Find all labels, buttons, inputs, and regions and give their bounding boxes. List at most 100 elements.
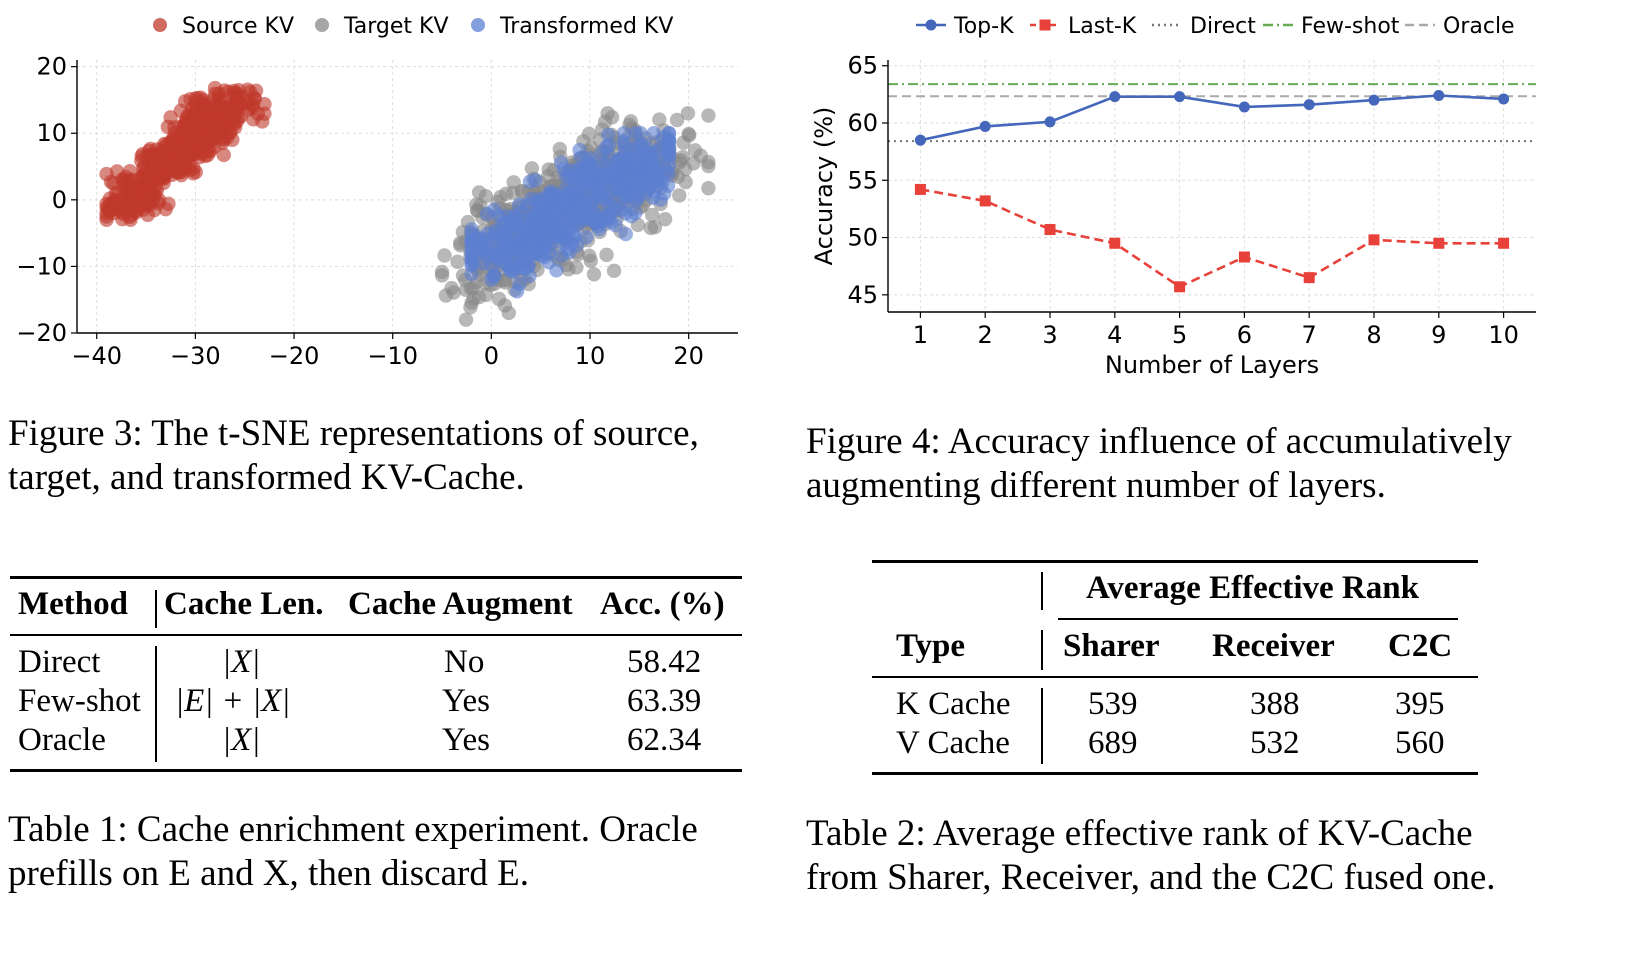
target-kv-point	[497, 298, 513, 313]
x-tick-label: 3	[1042, 321, 1057, 349]
target-kv-point	[586, 267, 602, 282]
table1-header-method: Method	[18, 586, 128, 622]
transformed-kv-point	[661, 133, 677, 149]
figure3-caption: Figure 3: The t-SNE representations of s…	[8, 412, 788, 500]
target-kv-point	[458, 312, 474, 327]
transformed-kv-point	[464, 244, 479, 260]
target-kv-point	[552, 141, 567, 157]
y-tick-label: 60	[847, 109, 878, 137]
table2-row2-sharer: 689	[1088, 725, 1138, 761]
legend-label: Few-shot	[1301, 14, 1400, 39]
x-tick-label: 6	[1237, 321, 1252, 349]
legend-label: Oracle	[1443, 14, 1515, 39]
table2-caption-line2: from Sharer, Receiver, and the C2C fused…	[806, 857, 1496, 898]
table1-row2-acc: 63.39	[627, 683, 702, 719]
target-kv-point	[657, 211, 673, 227]
tsne-scatter-chart: −40 −30 −20 −10 0 10 20 20 10 0 −10 −20 Source KV Tar…	[16, 14, 738, 370]
transformed-kv-point	[594, 157, 609, 173]
last-k-point	[979, 195, 991, 207]
table2-header-receiver: Receiver	[1212, 628, 1335, 664]
transformed-kv-point	[513, 234, 528, 249]
table1-row3-augment: Yes	[442, 722, 491, 758]
top-k-point	[1498, 93, 1510, 105]
figure4-caption-line1: Figure 4: Accuracy influence of accumula…	[806, 421, 1512, 462]
target-kv-point	[652, 112, 667, 127]
table1-row3-method: Oracle	[18, 722, 106, 758]
source-kv-point	[145, 186, 161, 202]
target-kv-point	[687, 143, 703, 158]
transformed-kv-point	[526, 227, 541, 242]
last-k-point	[1498, 237, 1510, 249]
table1-mid-rule	[10, 634, 742, 636]
table2-mid-rule	[872, 676, 1478, 678]
source-kv-point	[140, 164, 156, 179]
table2-bottom-rule	[872, 772, 1478, 775]
source-kv-point	[99, 212, 114, 228]
x-tick-label: −30	[170, 342, 221, 370]
target-kv-point	[471, 185, 487, 200]
target-kv-point	[434, 268, 450, 283]
legend-marker	[471, 18, 485, 32]
y-axis-label: Accuracy (%)	[810, 107, 838, 266]
y-tick-label: 10	[36, 119, 67, 147]
x-tick-label: 20	[673, 342, 704, 370]
source-kv-point	[110, 185, 126, 200]
table1-caption-line2: prefills on E and X, then discard E.	[8, 853, 529, 894]
source-kv-point	[186, 107, 202, 122]
transformed-kv-point	[555, 224, 570, 239]
target-kv-point	[669, 112, 685, 128]
x-tick-label: 4	[1107, 321, 1122, 349]
source-kv-point	[118, 169, 134, 185]
legend-label: Top-K	[953, 14, 1014, 39]
top-k-point	[914, 134, 926, 146]
legend-label: Target KV	[343, 14, 449, 39]
x-tick-label: 10	[575, 342, 606, 370]
transformed-kv-point	[566, 210, 581, 226]
y-tick-label: 45	[847, 281, 878, 309]
table1-header-acc: Acc. (%)	[600, 586, 725, 622]
source-kv-point	[125, 193, 140, 209]
table1-row2-augment: Yes	[442, 683, 491, 719]
transformed-kv-point	[579, 230, 594, 245]
table1-row1-method: Direct	[18, 644, 101, 680]
transformed-kv-point	[634, 137, 649, 153]
source-kv-point	[99, 166, 114, 182]
x-tick-label: −10	[367, 342, 418, 370]
transformed-kv-point	[594, 172, 610, 188]
legend-label: Direct	[1190, 14, 1256, 39]
transformed-kv-point	[601, 127, 616, 142]
source-kv-point	[188, 164, 203, 180]
source-kv-point	[250, 106, 265, 121]
last-k-point	[1368, 234, 1380, 246]
table2-row2-c2c: 560	[1395, 725, 1445, 761]
transformed-kv-point	[512, 276, 527, 292]
y-tick-label: −20	[16, 319, 67, 347]
transformed-kv-point	[479, 206, 495, 222]
target-kv-point	[701, 108, 716, 123]
target-kv-point	[597, 114, 613, 129]
table1-row1-len: |X|	[222, 644, 261, 680]
target-kv-point	[672, 188, 687, 203]
x-axis-label: Number of Layers	[1105, 351, 1319, 379]
source-kv-point	[175, 124, 190, 139]
source-kv-point	[142, 197, 158, 213]
source-kv-point	[146, 148, 162, 164]
transformed-kv-point	[569, 194, 584, 210]
table2-header-sharer: Sharer	[1063, 628, 1160, 664]
legend-marker	[315, 18, 329, 32]
target-kv-point	[647, 219, 663, 235]
series-line-last-k	[920, 188, 1504, 289]
figure3-caption-line2: target, and transformed KV-Cache.	[8, 457, 525, 498]
transformed-kv-point	[501, 221, 517, 236]
table1-row3-len: |X|	[222, 722, 261, 758]
source-kv-point	[179, 147, 194, 163]
table2-header-c2c: C2C	[1388, 628, 1453, 664]
x-tick-label: 2	[978, 321, 993, 349]
transformed-kv-point	[529, 207, 544, 222]
transformed-kv-point	[632, 158, 648, 174]
table1-top-rule	[10, 576, 742, 579]
table2-row1-sharer: 539	[1088, 686, 1138, 722]
target-kv-point	[463, 300, 478, 315]
